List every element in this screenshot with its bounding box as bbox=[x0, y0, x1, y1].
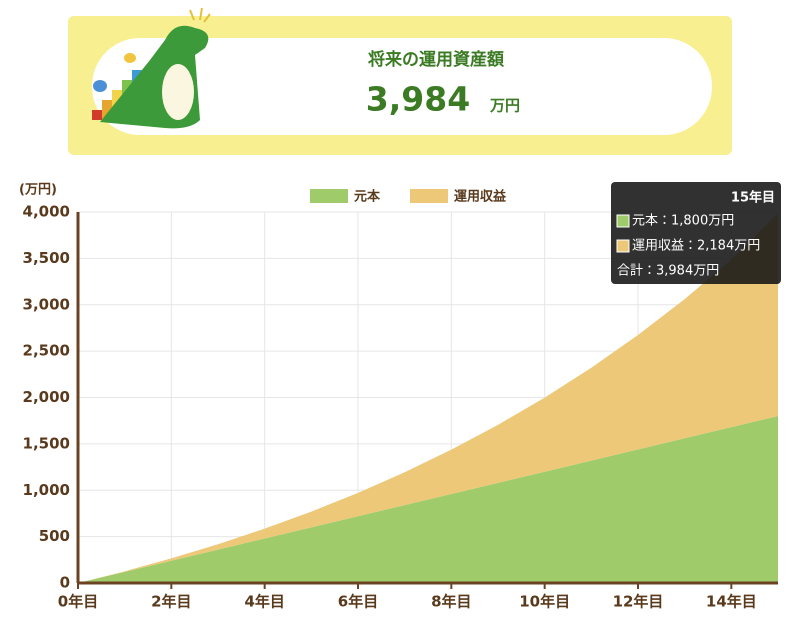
legend-swatch bbox=[310, 189, 348, 203]
y-tick-label: 0 bbox=[60, 574, 70, 592]
x-tick-label: 0年目 bbox=[58, 593, 98, 611]
y-tick-label: 3,000 bbox=[23, 295, 70, 313]
tooltip-swatch bbox=[616, 239, 630, 253]
y-axis-label: (万円) bbox=[19, 183, 57, 198]
legend-label: 元本 bbox=[354, 189, 381, 205]
y-tick-label: 4,000 bbox=[23, 203, 70, 221]
tooltip-box bbox=[611, 182, 781, 284]
x-tick-label: 14年目 bbox=[706, 593, 757, 611]
legend-swatch bbox=[410, 189, 449, 203]
tooltip-line: 合計：3,984万円 bbox=[617, 263, 719, 279]
x-tick-label: 8年目 bbox=[431, 593, 471, 611]
tooltip-line: 運用収益：2,184万円 bbox=[632, 239, 760, 254]
x-tick-label: 2年目 bbox=[151, 593, 191, 611]
x-tick-label: 10年目 bbox=[519, 593, 570, 611]
tooltip-title: 15年目 bbox=[731, 190, 775, 206]
header-unit: 万円 bbox=[489, 97, 520, 115]
y-tick-label: 500 bbox=[39, 527, 70, 545]
header-title: 将来の運用資産額 bbox=[368, 49, 505, 70]
mascot bbox=[92, 7, 211, 129]
y-tick-label: 1,500 bbox=[23, 434, 70, 452]
legend-label: 運用収益 bbox=[454, 189, 507, 205]
area bbox=[78, 213, 778, 583]
tooltip-swatch bbox=[616, 214, 630, 228]
header-pill bbox=[92, 38, 712, 135]
x-tick-label: 4年目 bbox=[244, 593, 284, 611]
tooltip-line: 元本：1,800万円 bbox=[632, 214, 734, 229]
x-tick-label: 6年目 bbox=[338, 593, 378, 611]
y-tick-label: 2,500 bbox=[23, 342, 70, 360]
y-tick-label: 1,000 bbox=[23, 481, 70, 499]
x-tick-label: 12年目 bbox=[613, 593, 664, 611]
y-tick-label: 2,000 bbox=[23, 388, 70, 406]
header-value: 3,984 bbox=[366, 80, 470, 119]
y-tick-label: 3,500 bbox=[23, 249, 70, 267]
